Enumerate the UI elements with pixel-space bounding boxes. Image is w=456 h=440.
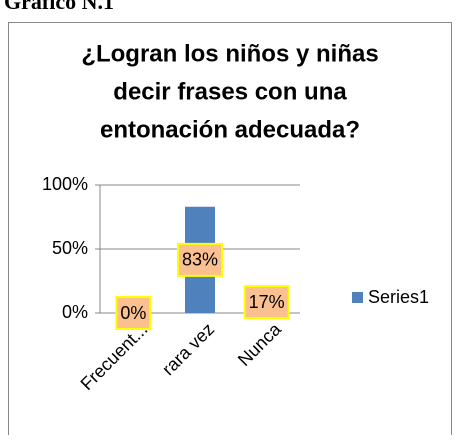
- data-label-box: [115, 296, 152, 330]
- legend-swatch: [352, 292, 363, 303]
- y-tick-label: 50%: [52, 238, 88, 258]
- data-label-box: [176, 242, 224, 277]
- chart-frame: [8, 22, 452, 440]
- y-tick-label: 100%: [42, 174, 88, 194]
- chart-title: entonación adecuada?: [100, 116, 360, 143]
- data-label: 17%: [249, 292, 285, 312]
- y-tick-label: 0%: [62, 302, 88, 322]
- data-label: 0%: [120, 303, 146, 323]
- heading: Grafico N.1: [4, 0, 114, 14]
- data-label-box: [243, 285, 290, 320]
- chart-title: ¿Logran los niños y niñas: [81, 40, 378, 67]
- data-label: 83%: [182, 250, 218, 270]
- legend-label: Series1: [368, 287, 429, 307]
- chart-title: decir frases con una: [113, 78, 347, 105]
